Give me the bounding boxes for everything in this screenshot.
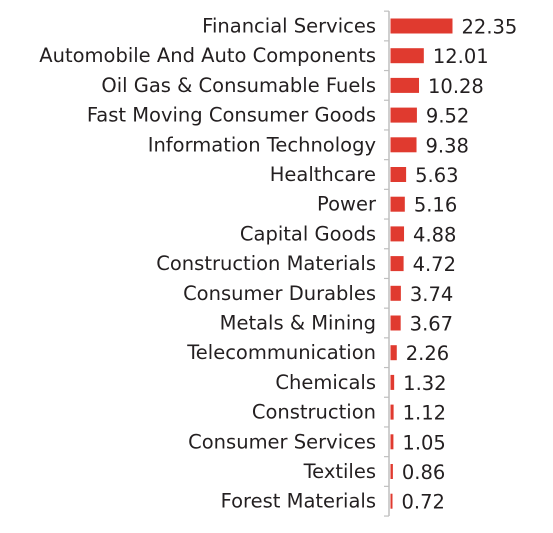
bar [390, 226, 405, 242]
bar [390, 285, 401, 301]
category-label: Fast Moving Consumer Goods [87, 104, 376, 127]
value-label: 2.26 [406, 342, 449, 365]
value-label: 3.74 [410, 283, 453, 306]
value-label: 4.72 [413, 253, 456, 276]
value-label: 9.38 [426, 134, 469, 157]
bar [390, 196, 405, 212]
value-label: 12.01 [433, 45, 489, 68]
category-label: Consumer Durables [183, 282, 376, 305]
bar [390, 345, 397, 361]
value-label: 10.28 [428, 75, 484, 98]
bar [390, 18, 453, 34]
bar [390, 374, 395, 390]
bar [390, 315, 401, 331]
value-label: 9.52 [426, 105, 469, 128]
bar [390, 493, 393, 509]
value-label: 3.67 [410, 313, 453, 336]
category-label: Textiles [303, 460, 376, 483]
bars [390, 18, 453, 509]
category-labels: Financial Services Automobile And Auto Co… [39, 15, 377, 513]
category-label: Consumer Services [188, 430, 376, 453]
category-label: Healthcare [270, 163, 376, 186]
bar [390, 167, 407, 182]
value-label: 0.72 [401, 491, 444, 514]
category-label: Capital Goods [240, 222, 376, 245]
bar [390, 464, 393, 479]
value-label: 5.63 [415, 164, 458, 187]
category-label: Construction [252, 401, 376, 424]
category-label: Power [317, 193, 377, 216]
value-label: 1.12 [403, 402, 446, 425]
category-label: Forest Materials [221, 490, 376, 513]
value-label: 0.86 [402, 461, 445, 484]
category-label: Construction Materials [156, 252, 376, 275]
bar [390, 404, 394, 420]
value-labels: 22.35 12.01 10.28 9.52 9.38 5.63 5.16 4.88 4.72 3… [401, 16, 517, 514]
category-label: Automobile And Auto Components [39, 44, 376, 67]
category-label: Oil Gas & Consumable Fuels [101, 74, 376, 97]
category-label: Metals & Mining [220, 312, 376, 335]
category-label: Information Technology [148, 133, 376, 156]
bar [390, 256, 404, 272]
value-label: 4.88 [413, 223, 456, 246]
value-label: 1.32 [403, 372, 446, 395]
value-label: 22.35 [462, 16, 518, 39]
category-label: Chemicals [275, 371, 376, 394]
value-label: 1.05 [402, 431, 445, 454]
bar [390, 107, 417, 123]
value-label: 5.16 [414, 194, 457, 217]
bar [390, 48, 424, 64]
bar [390, 137, 417, 153]
y-axis [384, 10, 390, 517]
category-label: Telecommunication [186, 341, 376, 364]
bar [390, 434, 394, 450]
category-label: Financial Services [202, 15, 376, 38]
bar [390, 77, 420, 93]
